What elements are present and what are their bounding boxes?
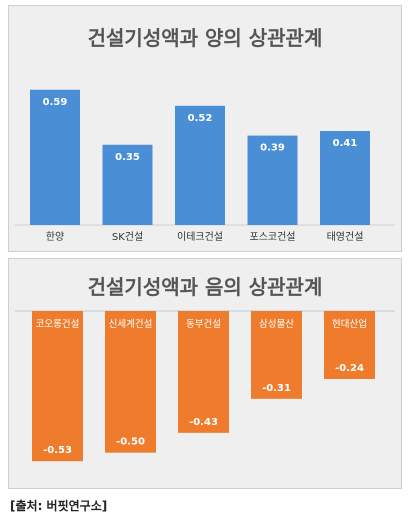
- bar-0: [30, 89, 80, 225]
- data-label-2: 0.52: [188, 113, 213, 124]
- category-label-2: 이테크건설: [177, 231, 223, 243]
- data-label-3: 0.39: [260, 143, 285, 154]
- bar-3: [247, 135, 298, 225]
- bar-3: [251, 311, 302, 399]
- positive-correlation-chart: 0.59 한양 0.35 SK건설 0.52 이테크건설 0.39 포스코건설 0.41 태영건설: [15, 89, 395, 243]
- data-label-4: -0.24: [335, 363, 364, 374]
- category-label-0: 한양: [46, 231, 64, 243]
- data-label-0: -0.53: [43, 445, 72, 456]
- category-label-4: 현대산업: [332, 318, 367, 330]
- data-label-4: 0.41: [333, 138, 358, 149]
- negative-correlation-chart: 코오롱건설 -0.53 신세계건설 -0.50 동부건설 -0.43 삼성물산 -0.31 현대…: [15, 310, 395, 462]
- category-label-2: 동부건설: [186, 319, 221, 330]
- data-label-2: -0.43: [189, 417, 218, 428]
- bar-4: [324, 311, 375, 379]
- bar-0: [32, 311, 83, 462]
- bar-4: [320, 131, 370, 225]
- data-label-0: 0.59: [43, 97, 68, 108]
- category-label-3: 포스코건설: [250, 231, 296, 243]
- category-label-4: 태영건설: [327, 231, 364, 243]
- bar-2: [175, 105, 225, 225]
- data-label-1: -0.50: [116, 437, 145, 448]
- category-label-1: SK건설: [112, 231, 143, 243]
- positive-correlation-panel: 건설기성액과 양의 상관관계 0.59 한양 0.35 SK건설 0.52 이테크건설 0.…: [8, 5, 402, 252]
- category-label-3: 삼성물산: [259, 319, 294, 330]
- category-label-0: 코오롱건설: [36, 319, 80, 330]
- category-label-1: 신세계건설: [109, 318, 153, 330]
- chart-title-negative: 건설기성액과 음의 상관관계: [87, 275, 323, 299]
- bar-2: [178, 311, 229, 433]
- bar-1: [102, 144, 153, 225]
- data-label-1: 0.35: [115, 152, 140, 163]
- negative-correlation-panel: 건설기성액과 음의 상관관계 코오롱건설 -0.53 신세계건설 -0.50 동부건설 -…: [8, 258, 402, 489]
- source-caption: [출처: 버핏연구소]: [10, 499, 108, 513]
- data-label-3: -0.31: [262, 383, 291, 394]
- bar-1: [105, 311, 156, 453]
- chart-title-positive: 건설기성액과 양의 상관관계: [87, 26, 323, 50]
